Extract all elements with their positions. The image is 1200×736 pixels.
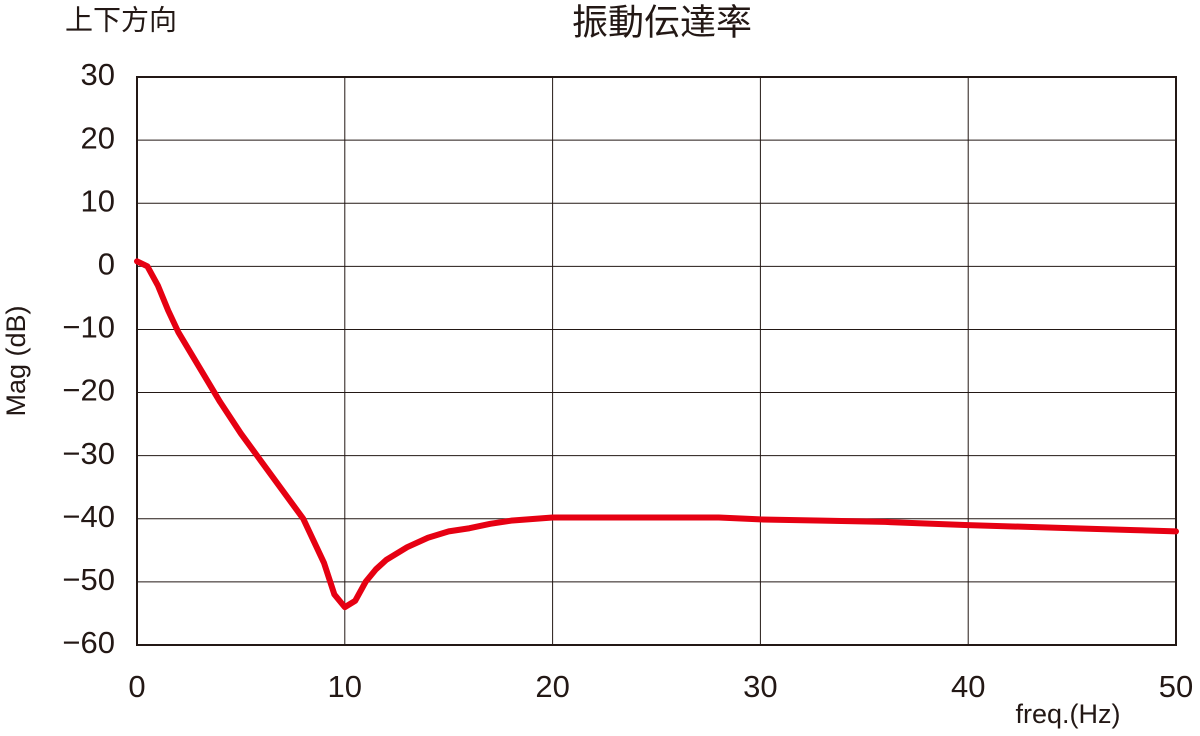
data-line [134, 258, 1179, 611]
y-tick-label: −60 [62, 625, 115, 660]
x-tick-label: 10 [328, 669, 362, 704]
x-tick-label: 20 [535, 669, 569, 704]
x-tick-label: 30 [743, 669, 777, 704]
y-tick-label: −30 [62, 436, 115, 471]
y-tick-label: 0 [98, 247, 115, 282]
x-tick-label: 40 [951, 669, 985, 704]
x-axis-label: freq.(Hz) [1015, 699, 1120, 729]
y-tick-label: 30 [81, 57, 115, 92]
y-tick-label: 20 [81, 120, 115, 155]
y-tick-label: −10 [62, 310, 115, 345]
y-tick-label: 10 [81, 183, 115, 218]
chart-subtitle: 上下方向 [65, 4, 177, 35]
y-tick-label: −20 [62, 373, 115, 408]
x-tick-label: 50 [1159, 669, 1193, 704]
chart-title: 振動伝達率 [572, 2, 752, 43]
y-axis-label: Mag (dB) [1, 305, 31, 416]
y-tick-label: −40 [62, 499, 115, 534]
x-tick-label: 0 [128, 669, 145, 704]
y-tick-label: −50 [62, 562, 115, 597]
plot-frame [136, 76, 1177, 646]
